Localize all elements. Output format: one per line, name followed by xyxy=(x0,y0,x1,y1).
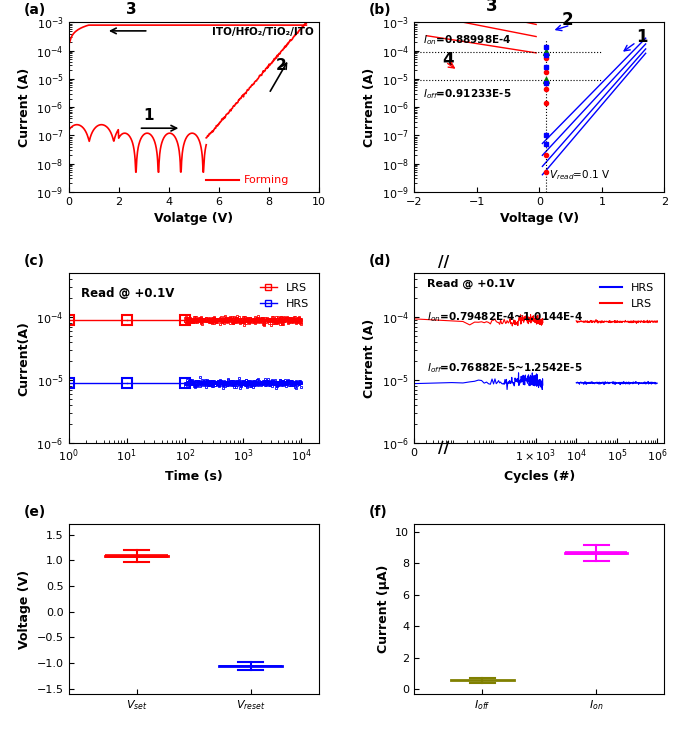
X-axis label: Voltage (V): Voltage (V) xyxy=(499,213,579,225)
Text: 4: 4 xyxy=(443,51,454,69)
Text: Read @ +0.1V: Read @ +0.1V xyxy=(427,278,514,289)
Text: (c): (c) xyxy=(23,254,45,268)
Text: //: // xyxy=(438,254,450,269)
Text: (e): (e) xyxy=(23,505,46,518)
Y-axis label: Current(A): Current(A) xyxy=(18,321,31,395)
Y-axis label: Current (A): Current (A) xyxy=(363,68,376,147)
Text: //: // xyxy=(438,441,450,456)
Y-axis label: Voltage (V): Voltage (V) xyxy=(18,569,31,648)
Text: $I_{off}$=0.76882E-5~1.2542E-5: $I_{off}$=0.76882E-5~1.2542E-5 xyxy=(427,362,582,375)
Y-axis label: Current (μA): Current (μA) xyxy=(377,565,390,653)
Y-axis label: Current (A): Current (A) xyxy=(18,68,31,147)
X-axis label: Time (s): Time (s) xyxy=(165,470,223,483)
Bar xyxy=(451,680,514,681)
Text: 3: 3 xyxy=(486,0,498,15)
Text: 2: 2 xyxy=(561,11,573,29)
Text: $I_{off}$=0.91233E-5: $I_{off}$=0.91233E-5 xyxy=(423,87,512,101)
Text: $I_{on}$=0.88998E-4: $I_{on}$=0.88998E-4 xyxy=(423,34,512,47)
Text: (d): (d) xyxy=(369,254,392,268)
Text: $V_{read}$=0.1 V: $V_{read}$=0.1 V xyxy=(549,169,610,182)
Text: 1: 1 xyxy=(143,108,154,123)
Text: Read @ +0.1V: Read @ +0.1V xyxy=(81,287,175,300)
Bar xyxy=(105,554,168,558)
Legend: LRS, HRS: LRS, HRS xyxy=(256,279,313,313)
Text: 1: 1 xyxy=(636,28,648,46)
Y-axis label: Current (A): Current (A) xyxy=(363,319,376,398)
Text: 2: 2 xyxy=(276,58,287,73)
Text: 3: 3 xyxy=(126,2,136,17)
Text: $I_{on}$=0.79482E-4~1.0144E-4: $I_{on}$=0.79482E-4~1.0144E-4 xyxy=(427,310,582,325)
Bar xyxy=(565,551,627,555)
Text: (f): (f) xyxy=(369,505,388,518)
Bar xyxy=(219,665,282,668)
X-axis label: Cycles (#): Cycles (#) xyxy=(503,470,575,483)
Text: ITO/HfO₂/TiO₂/ITO: ITO/HfO₂/TiO₂/ITO xyxy=(212,28,314,37)
Text: Forming: Forming xyxy=(244,175,289,185)
Text: (a): (a) xyxy=(23,3,46,17)
Text: (b): (b) xyxy=(369,3,392,17)
Legend: HRS, LRS: HRS, LRS xyxy=(596,279,659,313)
X-axis label: Volatge (V): Volatge (V) xyxy=(154,213,234,225)
